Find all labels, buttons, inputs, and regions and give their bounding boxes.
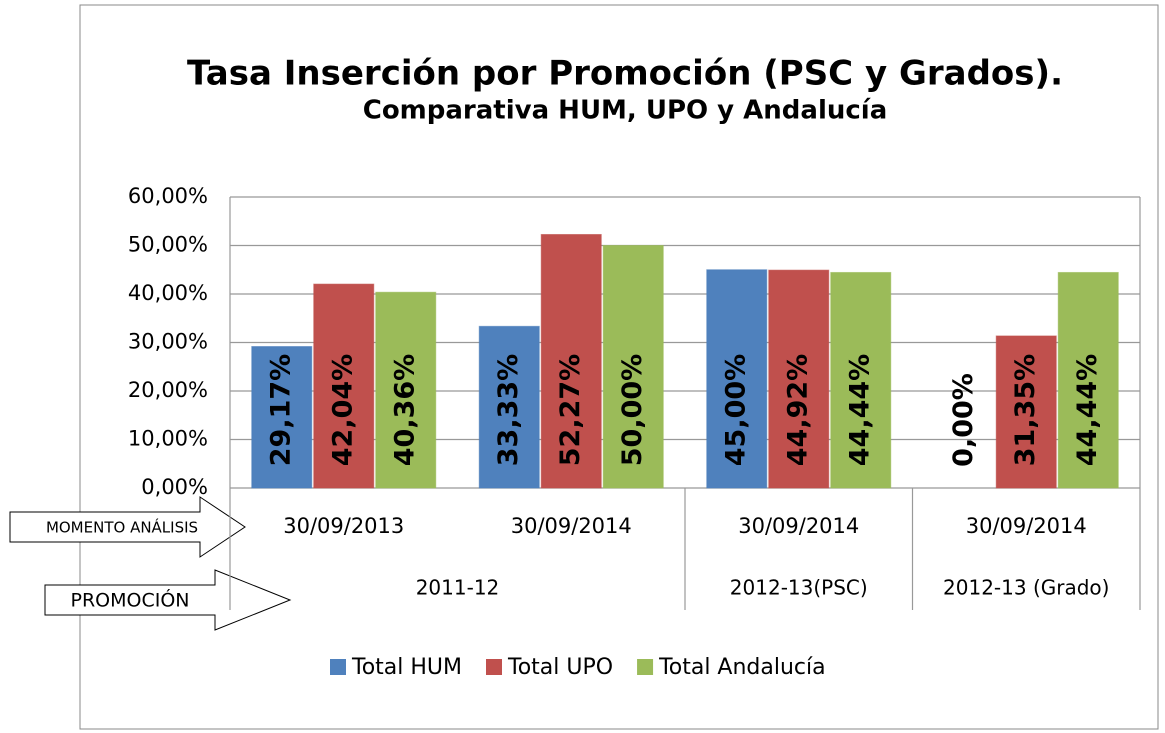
data-label: 50,00% [617,354,648,466]
chart-title: Tasa Inserción por Promoción (PSC y Grad… [187,54,1063,94]
bar [478,325,540,489]
data-label: 31,35% [1010,354,1041,466]
legend-swatch [330,659,346,675]
x-tick-label: 30/09/2014 [966,514,1087,538]
y-tick-label: 60,00% [128,184,208,208]
data-label: 44,44% [1072,354,1103,466]
y-tick-label: 40,00% [128,281,208,305]
x-tick-label: 30/09/2014 [511,514,632,538]
x-tick-label: 30/09/2014 [738,514,859,538]
data-label: 40,36% [389,354,420,466]
y-tick-label: 0,00% [141,475,208,499]
bar [375,291,437,489]
group-axis-label: PROMOCIÓN [70,588,189,612]
legend-swatch [486,659,502,675]
bar [540,233,602,489]
bar [830,271,892,489]
group-label: 2012-13(PSC) [730,576,868,600]
data-label: 44,92% [782,354,813,466]
category-axis-arrow [9,496,246,558]
legend-swatch [637,659,654,675]
data-label: 33,33% [493,354,524,466]
bar [1057,271,1119,489]
data-label: 0,00% [948,373,979,467]
bar [706,269,768,489]
data-label: 52,27% [555,354,586,466]
data-label: 45,00% [720,354,751,466]
bar [995,335,1057,489]
legend-label: Total UPO [507,655,613,680]
y-tick-label: 30,00% [128,330,208,354]
group-label: 2012-13 (Grado) [943,576,1109,600]
bar [313,283,375,489]
x-tick-label: 30/09/2013 [283,514,404,538]
y-tick-label: 20,00% [128,378,208,402]
group-label: 2011-12 [416,576,500,600]
data-label: 44,44% [844,354,875,466]
category-axis-label: MOMENTO ANÁLISIS [46,518,198,537]
bar [768,269,830,489]
group-axis-arrow [44,569,292,631]
bar [602,245,664,489]
y-tick-label: 10,00% [128,427,208,451]
legend-label: Total Andalucía [658,655,826,680]
legend-label: Total HUM [351,655,462,680]
data-label: 42,04% [327,354,358,466]
y-tick-label: 50,00% [128,233,208,257]
bar [251,346,313,489]
chart-subtitle: Comparativa HUM, UPO y Andalucía [363,96,888,126]
data-label: 29,17% [265,354,296,466]
